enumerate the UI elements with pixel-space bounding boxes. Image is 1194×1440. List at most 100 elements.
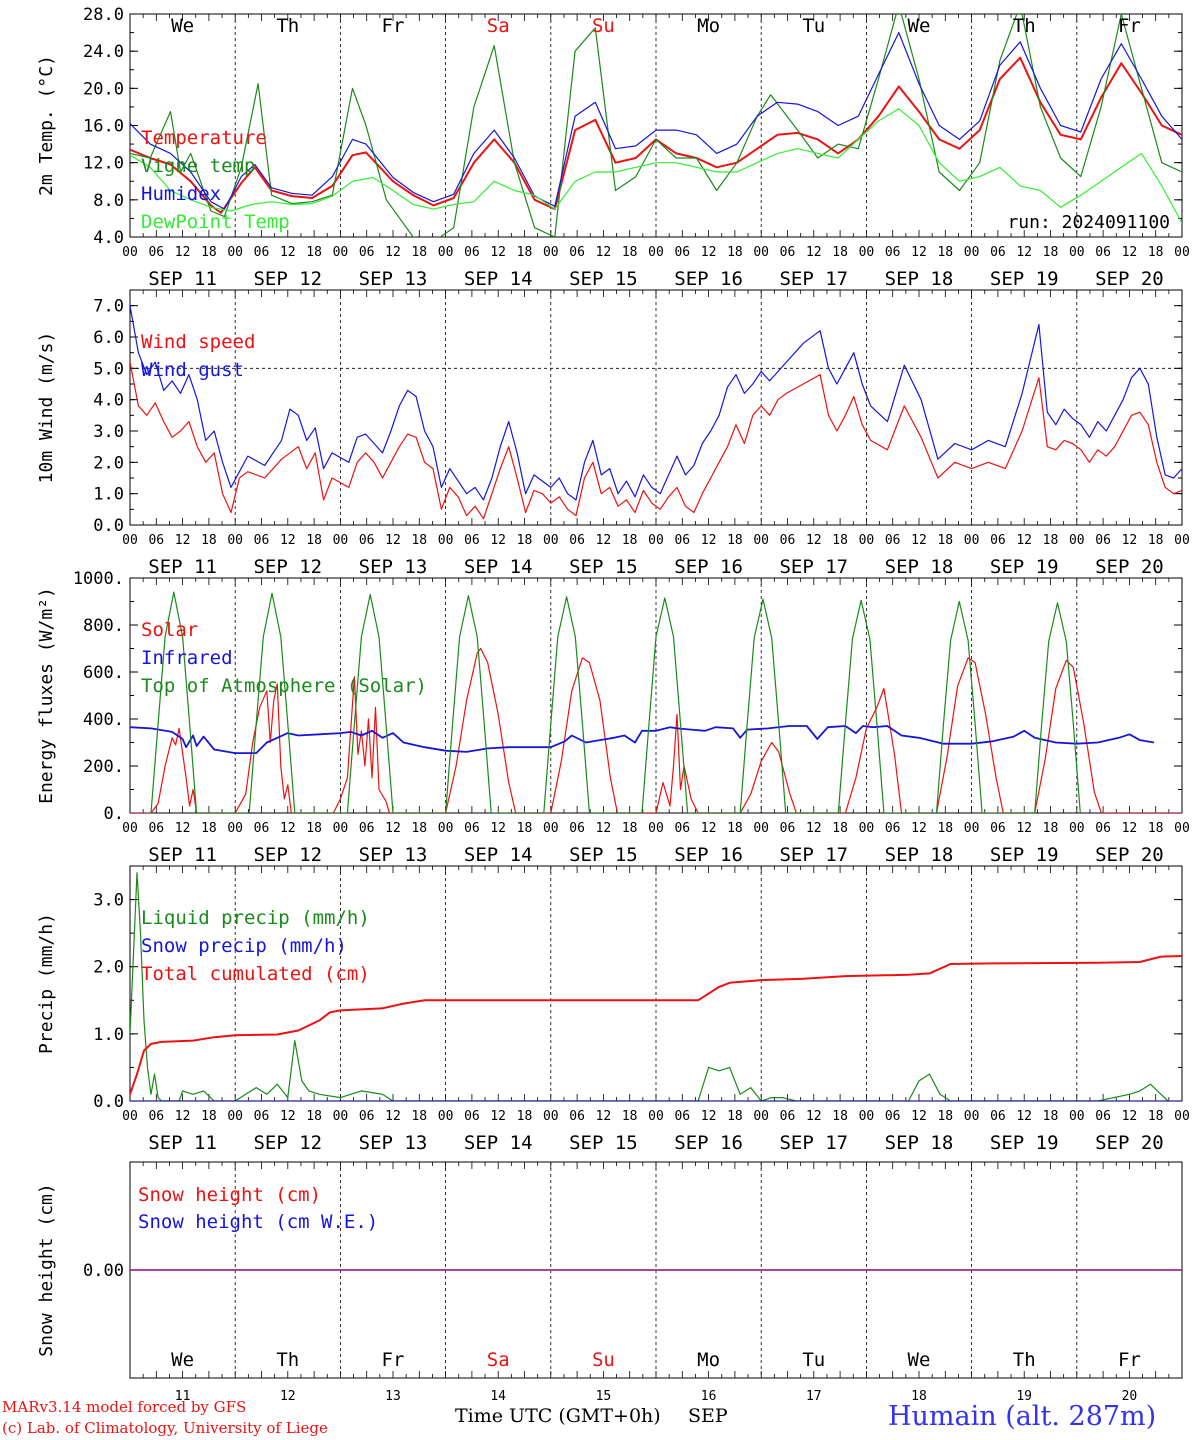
date-label: SEP 13 — [359, 1132, 428, 1154]
y-tick-label: 5.0 — [93, 359, 124, 379]
date-label: SEP 11 — [148, 844, 217, 866]
hour-label: 06 — [359, 245, 375, 260]
hour-label: 06 — [990, 533, 1006, 548]
hour-label: 06 — [464, 1109, 480, 1124]
day-number: 15 — [596, 1389, 612, 1404]
series-line-top-of-atmosphere-solar- — [150, 591, 1081, 813]
hour-label: 18 — [832, 533, 848, 548]
date-label: SEP 16 — [674, 268, 743, 290]
hour-label: 18 — [517, 533, 533, 548]
x-axis-title: Time UTC (GMT+0h) — [455, 1405, 661, 1427]
date-label: SEP 15 — [569, 1132, 638, 1154]
hour-label: 00 — [543, 533, 559, 548]
date-label: SEP 18 — [885, 556, 954, 578]
day-name: Fr — [382, 1349, 405, 1371]
hour-label: 06 — [254, 821, 270, 836]
series-line-dewpoint-temp — [130, 108, 1182, 224]
day-name: Fr — [1118, 15, 1141, 37]
hour-label: 18 — [727, 1109, 743, 1124]
hour-label: 12 — [385, 245, 401, 260]
series-line-vigne-temp — [130, 14, 1182, 237]
run-label: run: 2024091100 — [1007, 212, 1170, 233]
hour-label: 06 — [569, 1109, 585, 1124]
hour-label: 06 — [780, 533, 796, 548]
hour-label: 06 — [990, 245, 1006, 260]
date-label: SEP 19 — [990, 844, 1059, 866]
model-credit: MARv3.14 model forced by GFS — [2, 1398, 247, 1416]
hour-label: 12 — [175, 821, 191, 836]
hour-label: 18 — [411, 533, 427, 548]
hour-label: 06 — [569, 821, 585, 836]
hour-label: 06 — [464, 533, 480, 548]
hour-label: 18 — [517, 821, 533, 836]
series-group — [130, 591, 1182, 813]
hour-label: 00 — [1069, 245, 1085, 260]
hour-label: 00 — [1174, 821, 1190, 836]
y-tick-label: 20.0 — [83, 79, 124, 99]
hour-label: 00 — [753, 245, 769, 260]
hour-label: 00 — [227, 245, 243, 260]
hour-label: 00 — [1174, 245, 1190, 260]
y-tick-label: 4.0 — [93, 228, 124, 248]
month-label: SEP — [688, 1405, 728, 1427]
hour-label: 06 — [780, 245, 796, 260]
hour-label: 12 — [806, 245, 822, 260]
date-label: SEP 11 — [148, 268, 217, 290]
hour-label: 00 — [753, 1109, 769, 1124]
hour-label: 18 — [411, 245, 427, 260]
legend-entry: Snow precip (mm/h) — [141, 935, 347, 957]
y-tick-label: 0.0 — [93, 1092, 124, 1112]
hour-label: 18 — [306, 533, 322, 548]
date-label: SEP 14 — [464, 268, 533, 290]
hour-label: 12 — [911, 1109, 927, 1124]
hour-label: 18 — [1148, 533, 1164, 548]
day-number: 18 — [911, 1389, 927, 1404]
series-line-solar — [130, 647, 1182, 813]
lab-credit: (c) Lab. of Climatology, University of L… — [2, 1419, 328, 1437]
legend-entry: DewPoint Temp — [141, 211, 290, 233]
hour-label: 06 — [254, 1109, 270, 1124]
hour-label: 12 — [385, 821, 401, 836]
legend-entry: Snow height (cm) — [138, 1184, 321, 1206]
hour-label: 12 — [385, 533, 401, 548]
hour-label: 12 — [701, 821, 717, 836]
hour-label: 06 — [780, 1109, 796, 1124]
date-label: SEP 20 — [1095, 556, 1164, 578]
hour-label: 12 — [280, 821, 296, 836]
hour-label: 18 — [1043, 533, 1059, 548]
panel-1: 4.0 8.0 12.0 16.0 20.0 24.0 28.0 2m Temp. (°C) T… — [36, 5, 1190, 290]
hour-label: 00 — [122, 1109, 138, 1124]
date-label: SEP 17 — [779, 844, 848, 866]
hour-label: 00 — [753, 533, 769, 548]
day-name: Tu — [802, 1349, 825, 1371]
legend-entry: Total cumulated (cm) — [141, 963, 370, 985]
day-name: We — [908, 15, 931, 37]
y-tick-label: 600. — [83, 663, 124, 683]
y-axis-title: 10m Wind (m/s) — [36, 332, 57, 484]
panel-2: 0.0 1.0 2.0 3.0 4.0 5.0 6.0 7.0 10m Wind (m/s) Wi… — [36, 289, 1190, 578]
y-tick-label: 8.0 — [93, 191, 124, 211]
hour-label: 06 — [674, 1109, 690, 1124]
date-label: SEP 13 — [359, 268, 428, 290]
hour-label: 18 — [727, 533, 743, 548]
series-group — [130, 872, 1182, 1101]
hour-label: 00 — [964, 245, 980, 260]
hour-label: 18 — [306, 1109, 322, 1124]
date-label: SEP 19 — [990, 268, 1059, 290]
legend-entry: Top of Atmosphere (Solar) — [141, 675, 427, 697]
hour-label: 00 — [227, 533, 243, 548]
hour-label: 18 — [201, 821, 217, 836]
series-line-wind-gust — [130, 305, 1182, 501]
hour-label: 12 — [596, 1109, 612, 1124]
series-group — [130, 14, 1182, 237]
date-label: SEP 20 — [1095, 268, 1164, 290]
hour-label: 12 — [385, 1109, 401, 1124]
hour-label: 12 — [1016, 533, 1032, 548]
day-name: Th — [1013, 1349, 1036, 1371]
series-line-infrared — [130, 725, 1155, 754]
hour-label: 06 — [885, 1109, 901, 1124]
hour-label: 00 — [333, 245, 349, 260]
hour-label: 06 — [1095, 245, 1111, 260]
hour-label: 18 — [1043, 1109, 1059, 1124]
